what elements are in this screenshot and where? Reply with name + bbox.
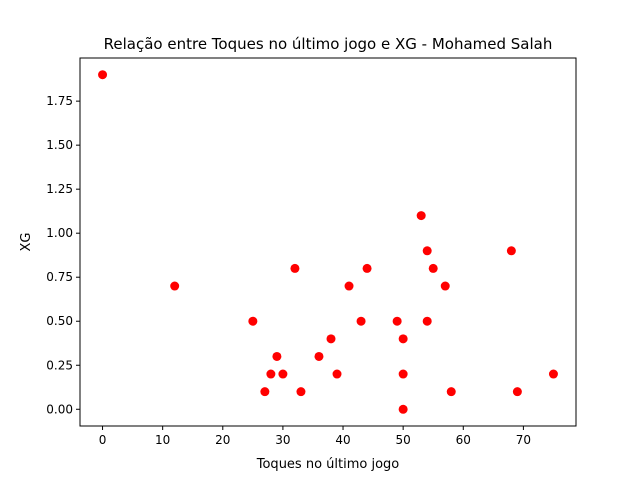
x-tick-label: 50	[396, 433, 411, 447]
data-point	[428, 263, 438, 273]
data-point	[272, 351, 282, 361]
data-point	[98, 70, 108, 80]
x-tick-label: 20	[215, 433, 230, 447]
data-point	[440, 281, 450, 291]
y-tick-label: 1.00	[46, 226, 73, 240]
plot-frame	[79, 57, 577, 427]
y-tick-label: 0.50	[46, 314, 73, 328]
data-point	[398, 334, 408, 344]
y-tick-label: 0.00	[46, 402, 73, 416]
data-point	[170, 281, 180, 291]
axis-ticks: 0 10 20 30 40 50 60 70 0.00 0.25 0.50 0.75 1.00 1.25 1…	[46, 94, 531, 447]
data-point	[260, 387, 270, 397]
data-point	[446, 387, 456, 397]
x-tick-label: 10	[155, 433, 170, 447]
chart-title: Relação entre Toques no último jogo e XG…	[104, 35, 553, 53]
data-points	[98, 70, 558, 414]
data-point	[314, 351, 324, 361]
y-tick-label: 0.25	[46, 358, 73, 372]
x-axis-label: Toques no último jogo	[256, 457, 400, 472]
data-point	[422, 316, 432, 326]
data-point	[422, 246, 432, 256]
data-point	[290, 263, 300, 273]
data-point	[392, 316, 402, 326]
x-tick-label: 0	[99, 433, 107, 447]
data-point	[344, 281, 354, 291]
data-point	[278, 369, 288, 379]
x-tick-label: 30	[275, 433, 290, 447]
y-tick-label: 1.25	[46, 182, 73, 196]
y-tick-label: 1.75	[46, 94, 73, 108]
data-point	[398, 369, 408, 379]
data-point	[266, 369, 276, 379]
data-point	[296, 387, 306, 397]
x-tick-label: 40	[335, 433, 350, 447]
x-tick-label: 70	[516, 433, 531, 447]
y-tick-label: 1.50	[46, 138, 73, 152]
x-tick-label: 60	[456, 433, 471, 447]
data-point	[326, 334, 336, 344]
y-axis-label: XG	[19, 233, 34, 252]
data-point	[512, 387, 522, 397]
data-point	[362, 263, 372, 273]
data-point	[248, 316, 258, 326]
data-point	[356, 316, 366, 326]
y-tick-label: 0.75	[46, 270, 73, 284]
data-point	[416, 211, 426, 221]
data-point	[548, 369, 558, 379]
data-point	[506, 246, 516, 256]
data-point	[398, 404, 408, 414]
data-point	[332, 369, 342, 379]
